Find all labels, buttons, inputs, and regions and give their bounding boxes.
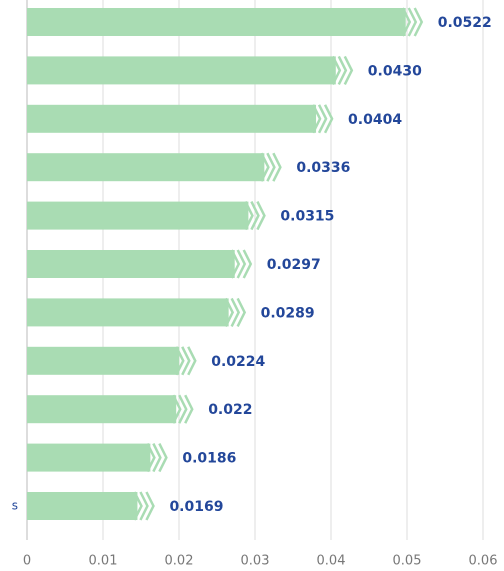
bar-chevron <box>260 152 270 182</box>
bar-chevron <box>145 491 155 521</box>
value-label: 0.0336 <box>296 160 350 176</box>
bar-chevron <box>317 104 328 134</box>
value-label: 0.022 <box>208 402 252 418</box>
bar <box>27 153 265 182</box>
bar-chevron <box>172 394 182 424</box>
bar <box>27 395 177 424</box>
bar-chevron <box>256 201 266 231</box>
bar-chevron <box>178 394 188 424</box>
x-tick-label: 0.03 <box>241 554 270 569</box>
bar-chevron <box>175 346 185 376</box>
bar <box>27 298 229 327</box>
value-label: 0.0430 <box>368 63 422 79</box>
bar-chevron <box>139 491 149 521</box>
x-tick-label: 0.06 <box>469 554 498 569</box>
bar-chevron <box>187 346 197 376</box>
bar <box>27 8 406 36</box>
bar <box>27 443 151 472</box>
bar-chevron <box>230 249 241 279</box>
bar-chevron <box>242 249 253 279</box>
bar-chevron <box>407 7 418 37</box>
bar-chevron <box>266 152 276 182</box>
value-label: 0.0522 <box>438 15 492 31</box>
value-label: 0.0404 <box>348 112 402 128</box>
bar-chevron <box>181 346 191 376</box>
bar-chevron <box>250 201 260 231</box>
x-tick-label: 0.02 <box>165 554 194 569</box>
value-label: 0.0169 <box>169 499 223 515</box>
bar-chevron <box>413 7 424 37</box>
bar <box>27 346 180 375</box>
bar-chevron <box>343 55 354 85</box>
x-tick-label: 0.01 <box>89 554 118 569</box>
bar <box>27 104 317 133</box>
bar-chevron <box>158 443 168 473</box>
bar-chevron <box>152 443 162 473</box>
bar-chevron <box>401 7 412 37</box>
bar-chevron <box>184 394 194 424</box>
bar-chevron <box>244 201 254 231</box>
value-label: 0.0224 <box>211 354 265 370</box>
x-tick-label: 0.05 <box>393 554 422 569</box>
bar <box>27 250 235 278</box>
x-tick-label: 0.04 <box>317 554 346 569</box>
bar-chevron <box>224 297 235 327</box>
bar <box>27 201 249 230</box>
bar-chevron <box>331 55 342 85</box>
bar-chevron <box>146 443 156 473</box>
bar-chevron <box>272 152 282 182</box>
bar-chevron <box>236 297 247 327</box>
bar-chevron <box>311 104 322 134</box>
bar <box>27 492 138 520</box>
value-label: 0.0289 <box>261 305 315 321</box>
bar-chevron <box>236 249 247 279</box>
value-label: 0.0297 <box>267 257 321 273</box>
bar <box>27 56 336 85</box>
value-label: 0.0186 <box>182 451 236 467</box>
value-label: 0.0315 <box>280 209 334 225</box>
y-tick-label: s <box>12 499 18 513</box>
bar-chevron <box>323 104 334 134</box>
bar-chevron <box>133 491 143 521</box>
x-tick-label: 0 <box>23 554 31 569</box>
bar-chevron <box>230 297 241 327</box>
bar-chevron <box>337 55 348 85</box>
